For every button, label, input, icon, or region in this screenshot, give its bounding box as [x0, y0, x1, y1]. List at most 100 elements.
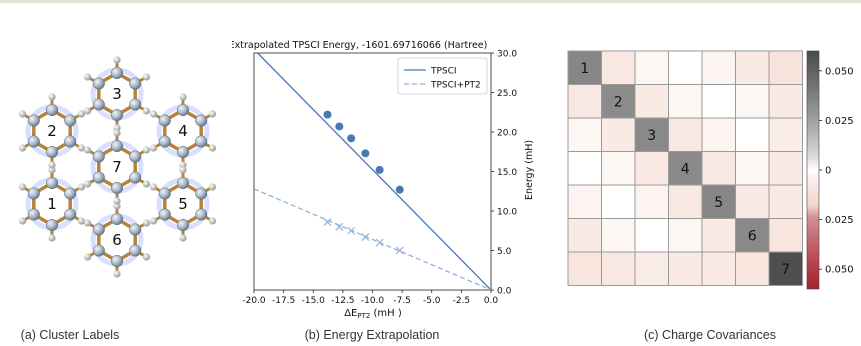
heatmap-cell [634, 84, 669, 119]
heatmap-cell [768, 84, 803, 119]
hydrogen-atom [142, 219, 151, 227]
cluster-label-5: 5 [178, 195, 188, 213]
heatmap-cell [701, 218, 736, 253]
y-tick-label: 25.0 [497, 89, 517, 99]
legend-label: TPSCI+PT2 [430, 81, 481, 91]
covariance-heatmap: 1 2 3 4 5 6 7 0.050 0.025 0 0.025 0.050 [567, 50, 854, 290]
y-tick-label: 0.0 [497, 287, 512, 297]
diagonal-label-1: 1 [580, 61, 589, 77]
heatmap-cell [634, 184, 669, 219]
hydrogen-atom [77, 144, 86, 152]
heatmap-cell [701, 117, 736, 152]
cluster-label-2: 2 [47, 122, 57, 140]
hydrogen-atom [83, 253, 92, 261]
carbon-atom [45, 103, 59, 117]
data-point [335, 122, 344, 131]
caption-c: (c) Charge Covariances [644, 328, 776, 342]
carbon-atom [158, 208, 171, 221]
heatmap-cell [601, 84, 636, 119]
carbon-atom [129, 171, 142, 184]
carbon-atom [92, 150, 105, 163]
carbon-atom [176, 218, 190, 232]
colorbar-tick-label: 0.050 [825, 66, 854, 77]
hydrogen-atom [18, 144, 27, 152]
heatmap-cell [668, 218, 703, 253]
carbon-atom [110, 254, 124, 268]
hydrogen-atom [149, 110, 158, 118]
hydrogen-atom [142, 180, 151, 188]
cluster-label-7: 7 [112, 158, 122, 176]
panel-cluster-labels: 1 2 3 4 5 6 7 (a) Cluster Labels [0, 0, 230, 342]
hydrogen-atom [113, 197, 121, 205]
hydrogen-atom [83, 146, 92, 154]
heatmap-cell [701, 184, 736, 219]
hydrogen-atom [113, 56, 121, 64]
heatmap-cell [567, 218, 602, 253]
hydrogen-atom [113, 202, 121, 210]
x-tick-label: -7.5 [393, 296, 411, 306]
hydrogen-atom [179, 234, 187, 242]
carbon-atom [45, 145, 59, 159]
x-tick-label: -5.0 [423, 296, 441, 306]
hydrogen-atom [83, 219, 92, 227]
x-axis-label-unit: (mH ) [370, 308, 402, 319]
heatmap-cell [701, 151, 736, 186]
carbon-atom [110, 139, 124, 153]
data-point [395, 185, 404, 194]
carbon-atom [110, 108, 124, 122]
hydrogen-atom [149, 144, 158, 152]
cluster-label-1: 1 [47, 195, 57, 213]
x-tick-label: -10.0 [361, 296, 385, 306]
hydrogen-atom [83, 180, 92, 188]
carbon-atom [158, 135, 171, 148]
carbon-atom [110, 212, 124, 226]
y-tick-label: 5.0 [497, 247, 512, 257]
heatmap-cell [735, 84, 770, 119]
carbon-atom [129, 223, 142, 236]
energy-chart: Extrapolated TPSCI Energy, -1601.6971606… [229, 40, 535, 320]
carbon-atom [176, 145, 190, 159]
heatmap-cell [701, 251, 736, 286]
x-tick-label: -15.0 [302, 296, 326, 306]
colorbar-tick-label: 0.025 [825, 215, 854, 226]
data-point [361, 149, 370, 158]
hydrogen-atom [142, 73, 151, 81]
carbon-atom [64, 114, 77, 127]
hydrogen-atom [208, 110, 217, 118]
hydrogen-atom [18, 217, 27, 225]
y-axis-label: Energy (mH) [524, 140, 535, 200]
cluster-label-4: 4 [178, 122, 188, 140]
hydrogen-atom [77, 183, 86, 191]
diagonal-label-4: 4 [681, 161, 690, 177]
heatmap-cell [601, 218, 636, 253]
heatmap-cell [601, 184, 636, 219]
heatmap-cell [601, 251, 636, 286]
carbon-atom [110, 181, 124, 195]
hydrogen-atom [142, 146, 151, 154]
hydrogen-atom [77, 110, 86, 118]
hydrogen-atom [149, 183, 158, 191]
heatmap-cell [668, 184, 703, 219]
carbon-atom [45, 176, 59, 190]
cluster-label-3: 3 [112, 85, 122, 103]
hydrogen-atom [142, 253, 151, 261]
heatmap-cell [668, 251, 703, 286]
x-tick-label: -12.5 [331, 296, 354, 306]
x-axis-label: ΔEPT2 (mH ) [344, 308, 402, 320]
data-point [375, 165, 384, 174]
x-axis-label-main: ΔE [344, 308, 357, 319]
hydrogen-atom [208, 144, 217, 152]
y-tick-label: 10.0 [497, 208, 517, 218]
hydrogen-atom [18, 183, 27, 191]
molecule-diagram: 1 2 3 4 5 6 7 [18, 56, 217, 278]
carbon-atom [64, 187, 77, 200]
hydrogen-atom [18, 110, 27, 118]
hydrogen-atom [179, 93, 187, 101]
carbon-atom [27, 135, 40, 148]
diagonal-label-3: 3 [647, 128, 656, 144]
hydrogen-atom [48, 161, 56, 169]
heatmap-cell [634, 218, 669, 253]
carbon-atom [27, 114, 40, 127]
x-axis-label-sub: PT2 [357, 312, 370, 320]
hydrogen-atom [208, 183, 217, 191]
